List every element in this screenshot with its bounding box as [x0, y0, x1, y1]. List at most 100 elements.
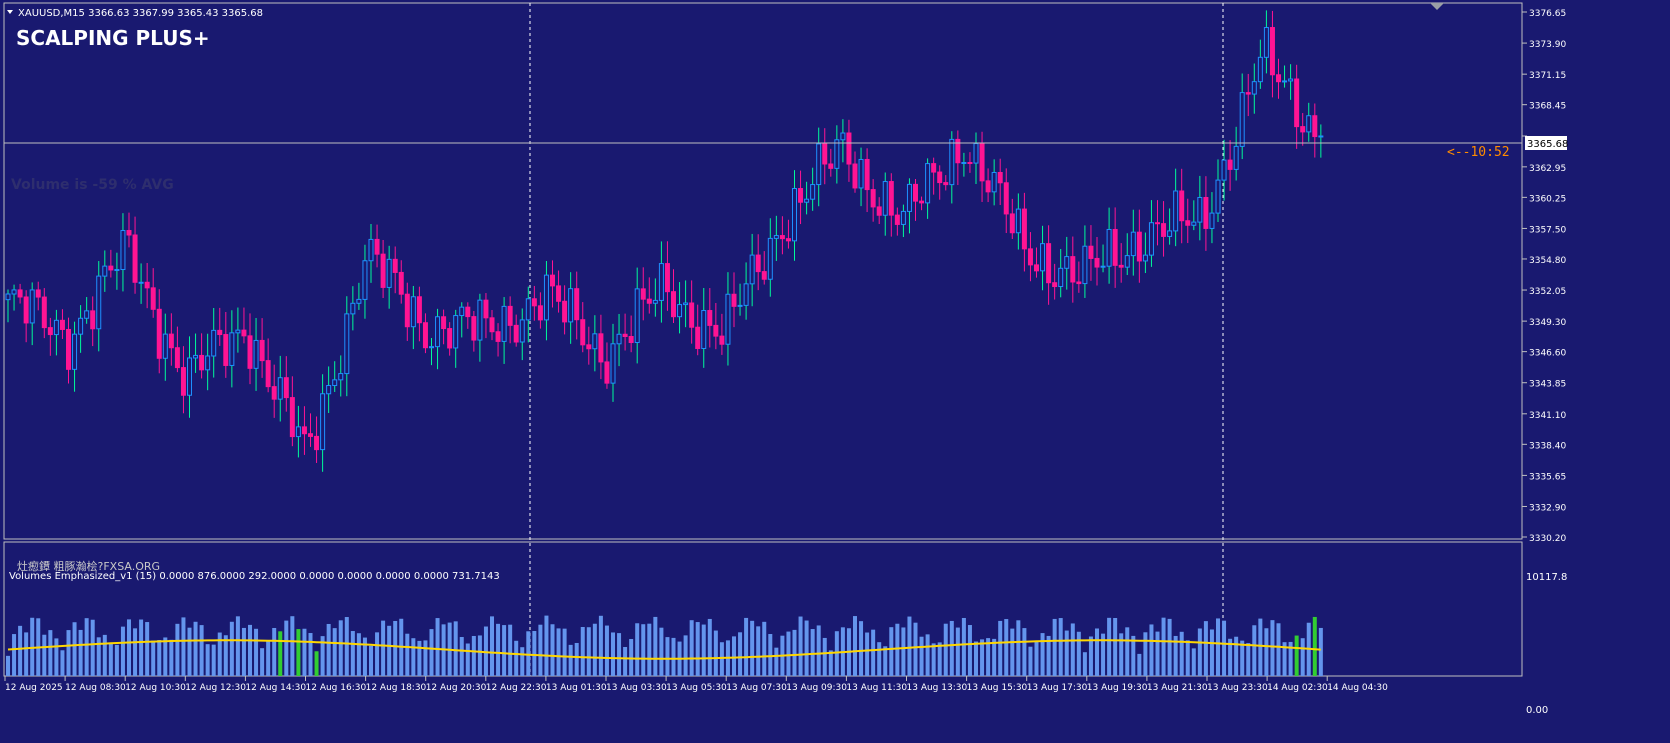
- bear-candle: [556, 285, 562, 302]
- bear-candle: [779, 235, 785, 240]
- bear-candle: [1052, 282, 1058, 288]
- volume-bar: [1095, 628, 1099, 676]
- volume-bar: [538, 624, 543, 676]
- bull-candle: [84, 310, 90, 319]
- volume-bar: [526, 631, 531, 676]
- volume-bar: [284, 620, 289, 676]
- bear-candle: [894, 214, 900, 225]
- volume-bar: [1209, 629, 1214, 676]
- volume-bar: [490, 616, 494, 676]
- volume-bar: [502, 625, 507, 676]
- bear-candle: [1088, 245, 1094, 259]
- bull-candle: [96, 275, 102, 330]
- bull-candle: [725, 293, 731, 345]
- volume-bar: [1300, 638, 1305, 676]
- volume-bar: [108, 642, 113, 676]
- bear-candle: [199, 354, 205, 371]
- volume-bar: [562, 628, 567, 676]
- volume-bar: [211, 644, 216, 676]
- bear-candle: [398, 271, 404, 295]
- volume-bar: [883, 646, 888, 676]
- bear-candle: [1203, 196, 1209, 229]
- chart-shift-marker-icon[interactable]: [1430, 3, 1444, 10]
- bear-candle: [283, 377, 289, 399]
- volume-bar: [974, 641, 978, 676]
- volume-bar: [514, 640, 519, 676]
- volume-bar: [1258, 618, 1263, 676]
- bear-candle: [852, 163, 858, 189]
- volume-bar: [18, 625, 23, 676]
- volume-bar: [332, 628, 337, 676]
- volume-bar: [193, 621, 198, 676]
- symbol-dropdown-icon[interactable]: [7, 10, 13, 14]
- bull-candle: [162, 333, 168, 359]
- volume-bar: [405, 633, 410, 676]
- bull-candle: [187, 357, 192, 396]
- bull-candle: [326, 385, 332, 395]
- volume-bar: [459, 637, 464, 676]
- bear-candle: [416, 296, 422, 324]
- bear-candle: [943, 182, 949, 186]
- bear-candle: [174, 347, 180, 369]
- bear-candle: [217, 329, 223, 336]
- volume-bar: [1240, 640, 1245, 676]
- volume-bar: [175, 623, 180, 676]
- volume-bar: [1246, 643, 1251, 676]
- bear-candle: [1034, 264, 1039, 272]
- volume-bar: [308, 633, 313, 676]
- volume-bar: [853, 616, 857, 676]
- volume-bar: [792, 629, 797, 676]
- volume-bar: [387, 625, 392, 676]
- volume-bar: [30, 617, 35, 676]
- bull-candle: [991, 171, 997, 193]
- volume-bar: [417, 640, 422, 676]
- bull-candle: [235, 329, 241, 334]
- volume-bar: [320, 636, 325, 676]
- bear-candle: [689, 302, 695, 328]
- bear-candle: [1136, 231, 1142, 262]
- volume-bar: [738, 632, 743, 676]
- bull-candle: [519, 319, 525, 343]
- volume-bar: [653, 616, 658, 676]
- volume-bar: [139, 619, 144, 676]
- volume-bar: [611, 632, 615, 676]
- time-tick-label: 13 Aug 13:30: [907, 683, 968, 693]
- volume-bar: [1318, 627, 1323, 676]
- bull-candle: [1209, 212, 1215, 229]
- volume-bar: [248, 624, 252, 676]
- bull-candle: [1318, 135, 1324, 138]
- price-tick-label: 3343.85: [1529, 380, 1566, 390]
- bear-candle: [1245, 92, 1251, 95]
- volume-bar: [816, 625, 821, 676]
- volume-bar: [719, 642, 724, 676]
- bull-candle: [344, 313, 350, 375]
- volume-bar: [1216, 618, 1220, 676]
- volume-bar: [453, 621, 458, 676]
- time-tick-label: 13 Aug 21:30: [1147, 683, 1208, 693]
- bull-candle: [1233, 145, 1239, 170]
- price-tick-label: 3371.15: [1529, 71, 1566, 81]
- bear-candle: [864, 158, 870, 191]
- volume-bar: [1107, 617, 1112, 676]
- bull-candle: [900, 210, 906, 225]
- volume-bar: [205, 644, 210, 676]
- volume-bar: [1131, 635, 1136, 676]
- bull-candle: [338, 373, 344, 381]
- volume-bar: [1101, 633, 1106, 676]
- volume-bar: [12, 634, 17, 676]
- bear-candle: [997, 171, 1003, 184]
- bull-candle: [193, 354, 199, 359]
- volume-bar: [471, 635, 476, 676]
- bull-candle: [1215, 179, 1221, 214]
- volume-bar: [604, 625, 609, 676]
- bear-candle: [870, 189, 876, 208]
- price-tick-label: 3360.25: [1529, 194, 1566, 204]
- volume-bar: [223, 635, 228, 676]
- volume-bar: [356, 633, 361, 676]
- bear-candle: [1027, 248, 1033, 266]
- volume-bar: [804, 620, 809, 676]
- volume-bar: [1294, 635, 1299, 676]
- time-tick-label: 12 Aug 2025: [5, 683, 63, 693]
- price-tick-label: 3349.30: [1529, 318, 1566, 328]
